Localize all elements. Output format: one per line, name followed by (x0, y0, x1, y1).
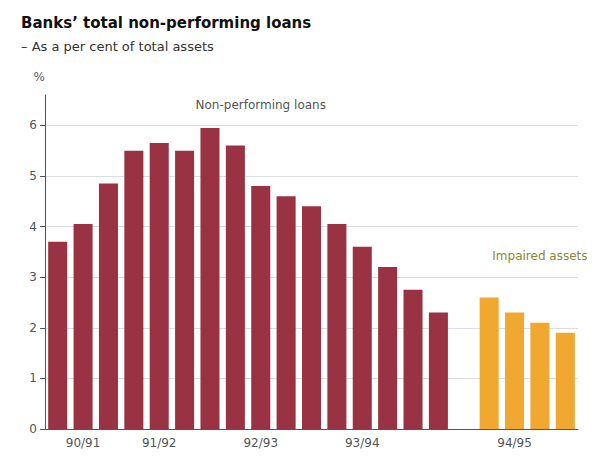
svg-text:91/92: 91/92 (142, 436, 177, 450)
svg-text:– As a per cent of total asset: – As a per cent of total assets (21, 39, 214, 54)
svg-text:Non-performing loans: Non-performing loans (196, 98, 326, 112)
svg-text:0: 0 (29, 422, 37, 436)
svg-text:5: 5 (29, 169, 37, 183)
svg-text:93/94: 93/94 (345, 436, 380, 450)
svg-text:1: 1 (29, 371, 37, 385)
svg-text:4: 4 (29, 220, 37, 234)
svg-text:94/95: 94/95 (497, 436, 532, 450)
svg-text:6: 6 (29, 118, 37, 132)
svg-text:Banks’ total non-performing lo: Banks’ total non-performing loans (21, 14, 311, 32)
svg-text:2: 2 (29, 321, 37, 335)
svg-text:%: % (34, 70, 45, 84)
svg-text:90/91: 90/91 (66, 436, 101, 450)
svg-text:3: 3 (29, 270, 37, 284)
svg-text:Impaired assets: Impaired assets (492, 249, 587, 263)
svg-text:92/93: 92/93 (243, 436, 278, 450)
